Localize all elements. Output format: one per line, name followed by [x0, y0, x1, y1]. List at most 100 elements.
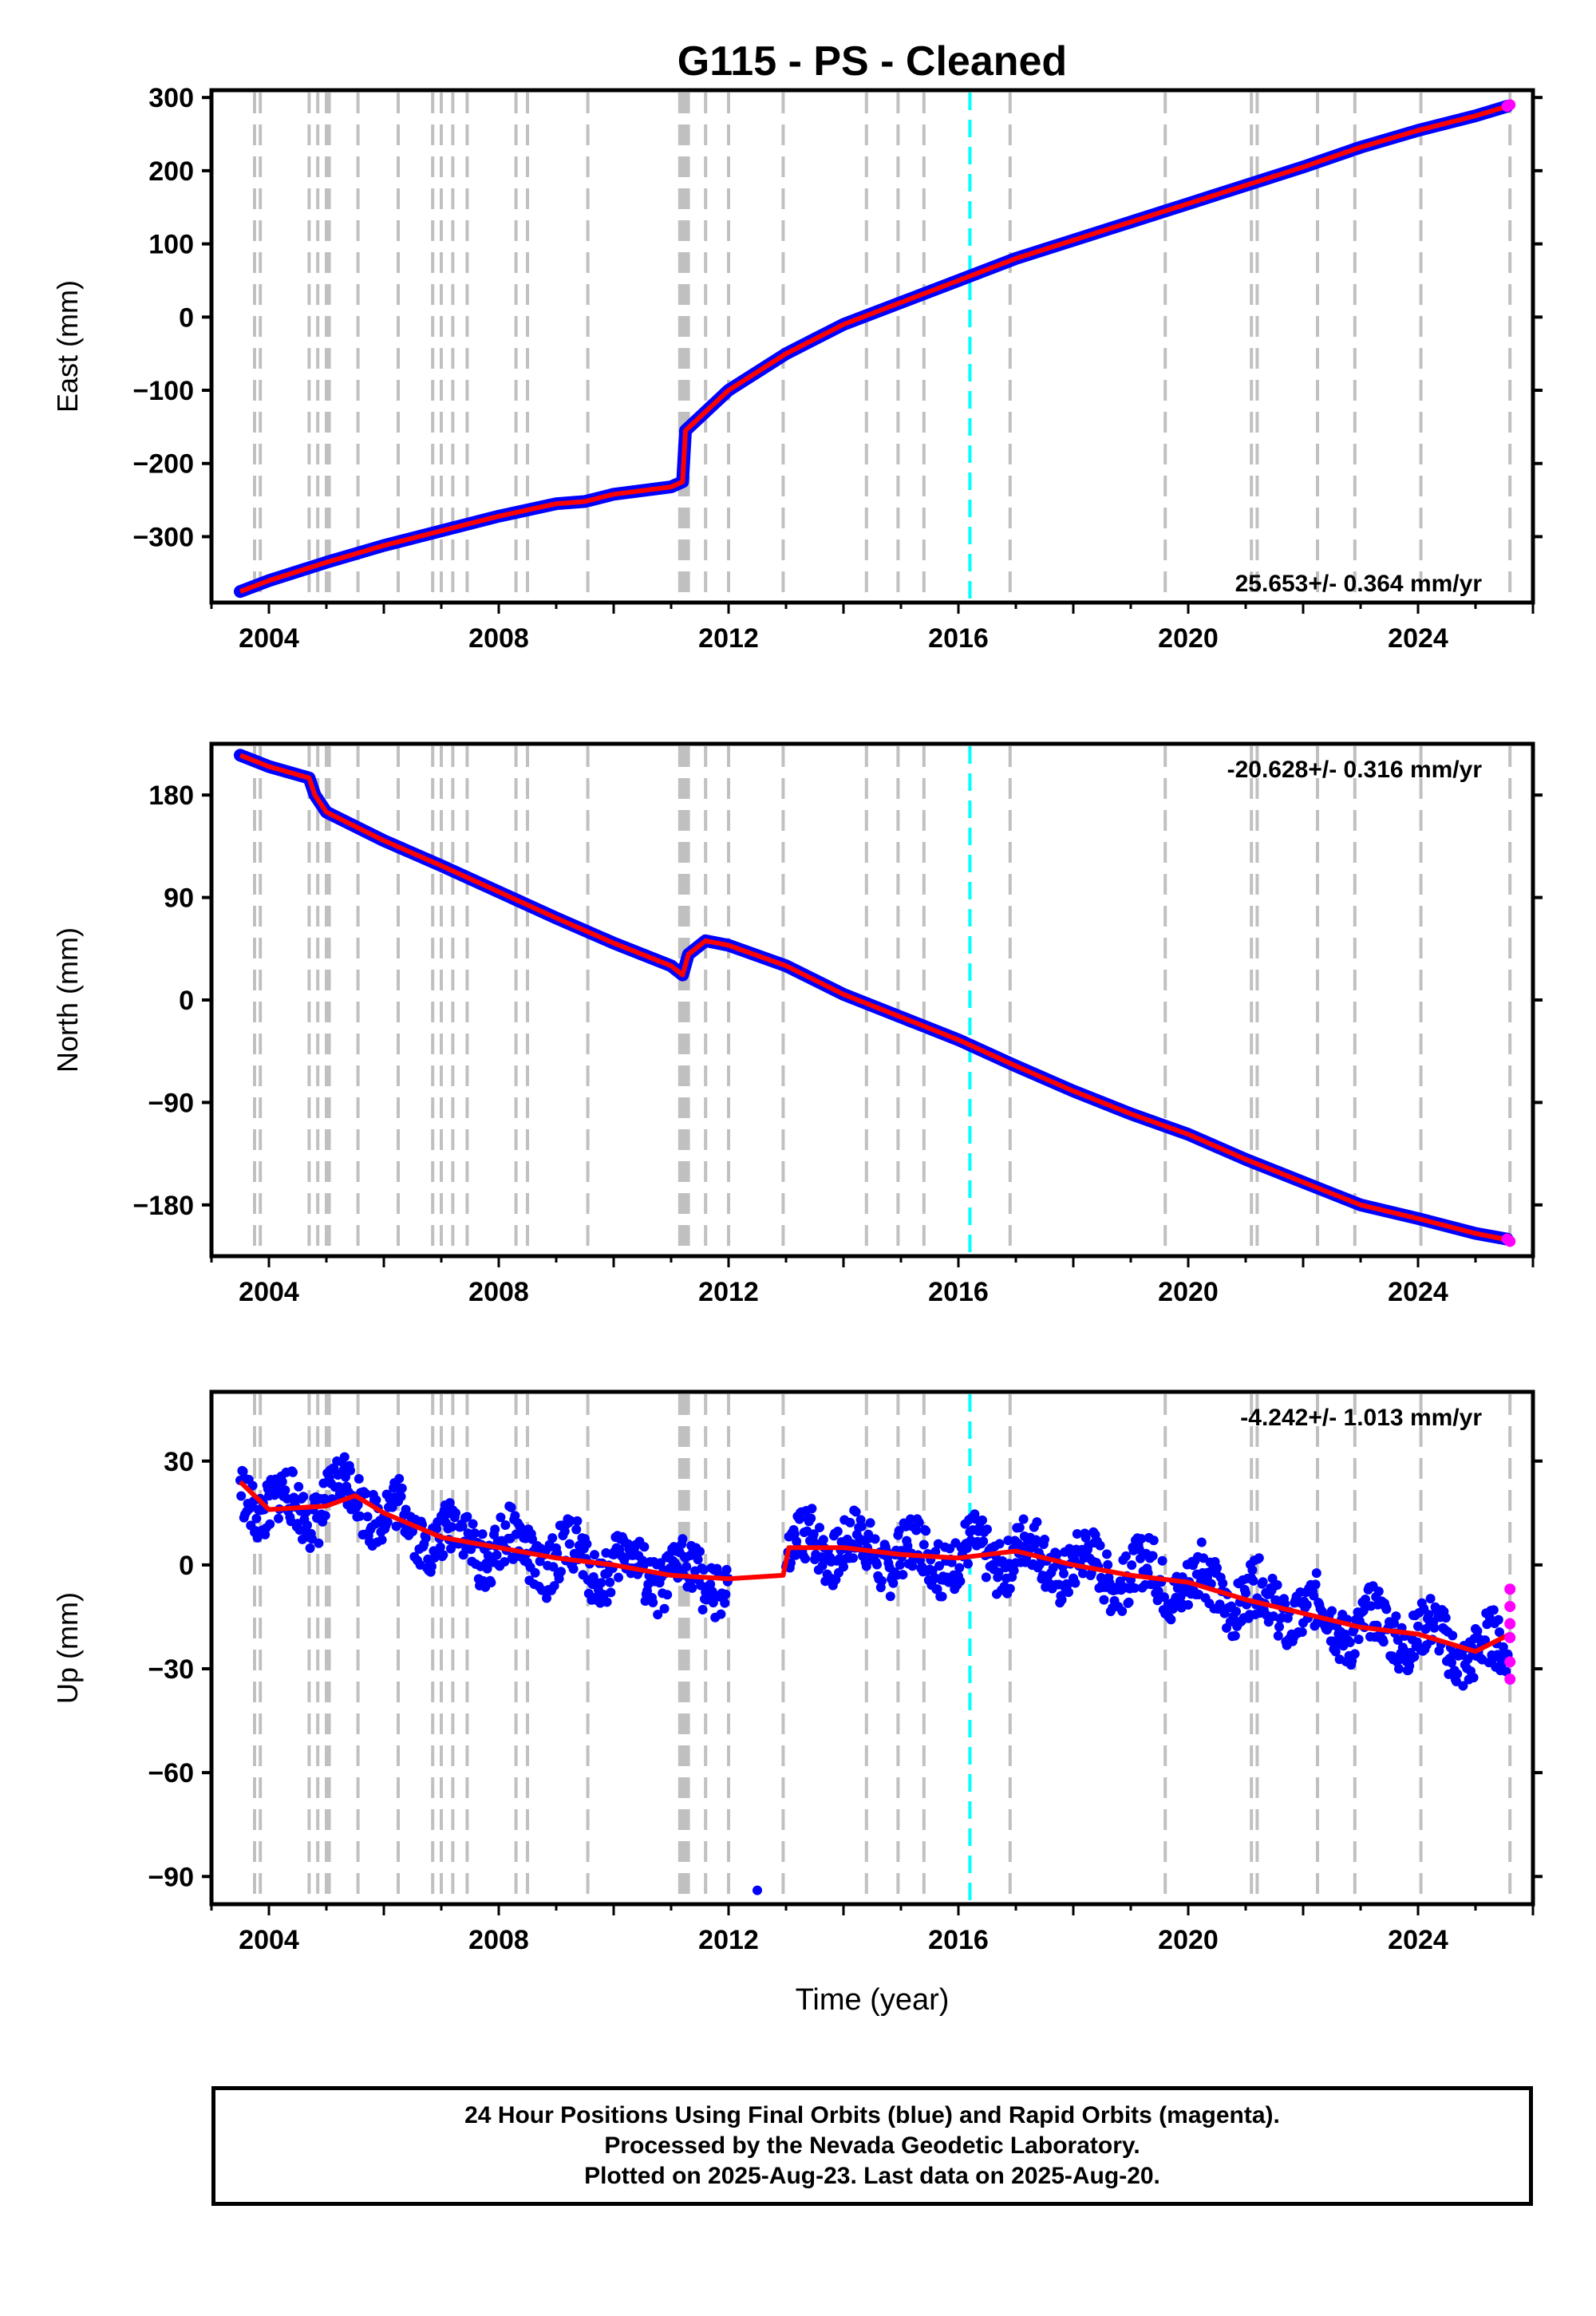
final-orbit-point — [506, 1502, 516, 1512]
footer-box: 24 Hour Positions Using Final Orbits (bl… — [211, 2086, 1533, 2206]
x-tick-label: 2024 — [1388, 1925, 1448, 1955]
final-orbit-point — [1148, 1535, 1159, 1546]
final-orbit-point — [1258, 1577, 1268, 1587]
final-orbit-point — [1054, 1579, 1064, 1590]
final-orbit-point — [394, 1473, 405, 1484]
final-orbit-point — [1391, 1611, 1401, 1622]
final-orbit-point — [396, 1492, 406, 1502]
final-orbit-point — [1124, 1597, 1134, 1607]
y-tick-label: −30 — [148, 1654, 194, 1685]
final-orbit-point — [387, 1502, 397, 1512]
final-orbit-point — [1166, 1614, 1176, 1625]
y-tick-label: 180 — [148, 781, 194, 811]
model-fit-line — [238, 1480, 1511, 1654]
final-orbit-point — [251, 1513, 262, 1524]
final-orbit-point — [978, 1536, 989, 1547]
final-orbit-point — [696, 1580, 706, 1591]
y-tick-label: 0 — [179, 986, 194, 1016]
footer-line-1: 24 Hour Positions Using Final Orbits (bl… — [464, 2102, 1280, 2128]
final-orbit-point — [1424, 1610, 1434, 1620]
east-plot-frame — [209, 88, 1535, 605]
final-orbit-point — [572, 1516, 583, 1526]
final-orbit-point — [792, 1536, 802, 1547]
up-plot-frame — [209, 1389, 1535, 1907]
x-tick-label: 2024 — [1388, 1277, 1448, 1307]
final-orbit-point — [1429, 1622, 1440, 1633]
final-orbit-point — [427, 1561, 437, 1571]
final-orbit-point — [1157, 1555, 1167, 1566]
final-orbit-point — [542, 1593, 551, 1603]
final-orbit-point — [1325, 1621, 1335, 1631]
final-orbit-point — [678, 1534, 688, 1544]
up-rate-label: -4.242+/- 1.013 mm/yr — [1240, 1405, 1482, 1431]
final-orbit-point — [252, 1532, 263, 1543]
final-orbit-point — [1248, 1575, 1258, 1586]
final-orbit-point — [302, 1520, 312, 1531]
final-orbit-point — [566, 1516, 575, 1526]
final-orbit-point — [1003, 1535, 1013, 1546]
final-orbit-point — [1078, 1568, 1088, 1579]
final-orbit-point — [872, 1559, 882, 1570]
final-orbit-point — [1409, 1651, 1420, 1662]
x-axis-label: Time (year) — [796, 1983, 950, 2017]
final-orbit-point — [1394, 1664, 1404, 1674]
final-orbit-point — [930, 1547, 941, 1557]
final-orbit-point — [346, 1465, 355, 1476]
y-tick-label: 100 — [148, 230, 194, 260]
final-orbit-point — [1218, 1578, 1228, 1588]
final-orbit-point — [851, 1507, 861, 1517]
rapid-orbit-point — [1504, 1656, 1516, 1668]
rapid-orbit-point — [1504, 1235, 1516, 1247]
panel-north: 180 90 0 −90 −180 2004 2008 2012 2016 2020 2024 No… — [51, 741, 1543, 1307]
final-orbit-point — [720, 1598, 730, 1608]
final-orbit-point — [716, 1609, 726, 1619]
final-orbit-point — [1159, 1592, 1169, 1603]
final-orbit-point — [1381, 1604, 1392, 1614]
final-orbit-point — [982, 1524, 992, 1535]
up-y-axis-label: Up (mm) — [51, 1592, 84, 1704]
final-orbit-point — [294, 1481, 304, 1492]
final-orbit-point — [845, 1517, 855, 1528]
x-tick-label: 2008 — [468, 1925, 529, 1955]
final-orbit-point — [548, 1562, 559, 1572]
final-orbit-point — [1254, 1553, 1264, 1563]
y-tick-label: 0 — [179, 302, 194, 333]
final-orbit-point — [932, 1584, 942, 1595]
final-orbit-point — [590, 1550, 599, 1560]
final-orbit-point — [1472, 1626, 1483, 1636]
final-orbit-point — [832, 1526, 843, 1536]
final-orbit-point — [1099, 1595, 1109, 1605]
y-tick-label: 90 — [164, 883, 194, 914]
rapid-orbit-point — [1504, 1618, 1516, 1630]
final-orbit-point — [1241, 1588, 1250, 1599]
final-orbit-point — [361, 1488, 371, 1499]
final-orbit-point — [556, 1567, 566, 1577]
final-orbit-point — [1448, 1630, 1458, 1641]
east-y-axis-label: East (mm) — [51, 280, 84, 413]
final-orbit-point — [1493, 1614, 1503, 1625]
x-tick-label: 2016 — [928, 623, 989, 654]
x-tick-label: 2004 — [239, 1925, 299, 1955]
final-orbit-point — [1495, 1627, 1504, 1638]
north-rate-label: -20.628+/- 0.316 mm/yr — [1227, 757, 1483, 783]
x-tick-label: 2020 — [1158, 1925, 1219, 1955]
y-tick-label: −100 — [132, 376, 194, 406]
final-orbit-point — [1095, 1540, 1105, 1551]
final-orbit-point — [547, 1533, 558, 1543]
final-orbit-point — [911, 1525, 922, 1535]
final-orbit-point — [937, 1591, 947, 1602]
final-orbit-point — [1153, 1586, 1163, 1596]
final-orbit-point — [438, 1550, 448, 1560]
rapid-orbit-point — [1504, 1583, 1516, 1595]
final-orbit-point — [457, 1521, 468, 1531]
final-orbit-point — [1373, 1586, 1384, 1596]
final-orbit-point — [582, 1539, 592, 1549]
final-orbit-point — [451, 1508, 460, 1518]
final-orbit-point — [698, 1564, 709, 1575]
final-orbit-point — [1273, 1630, 1283, 1641]
up-data-layer — [235, 1452, 1516, 1895]
x-tick-label: 2020 — [1158, 1277, 1219, 1307]
final-orbit-point — [1102, 1549, 1112, 1559]
final-orbit-point — [490, 1524, 500, 1535]
